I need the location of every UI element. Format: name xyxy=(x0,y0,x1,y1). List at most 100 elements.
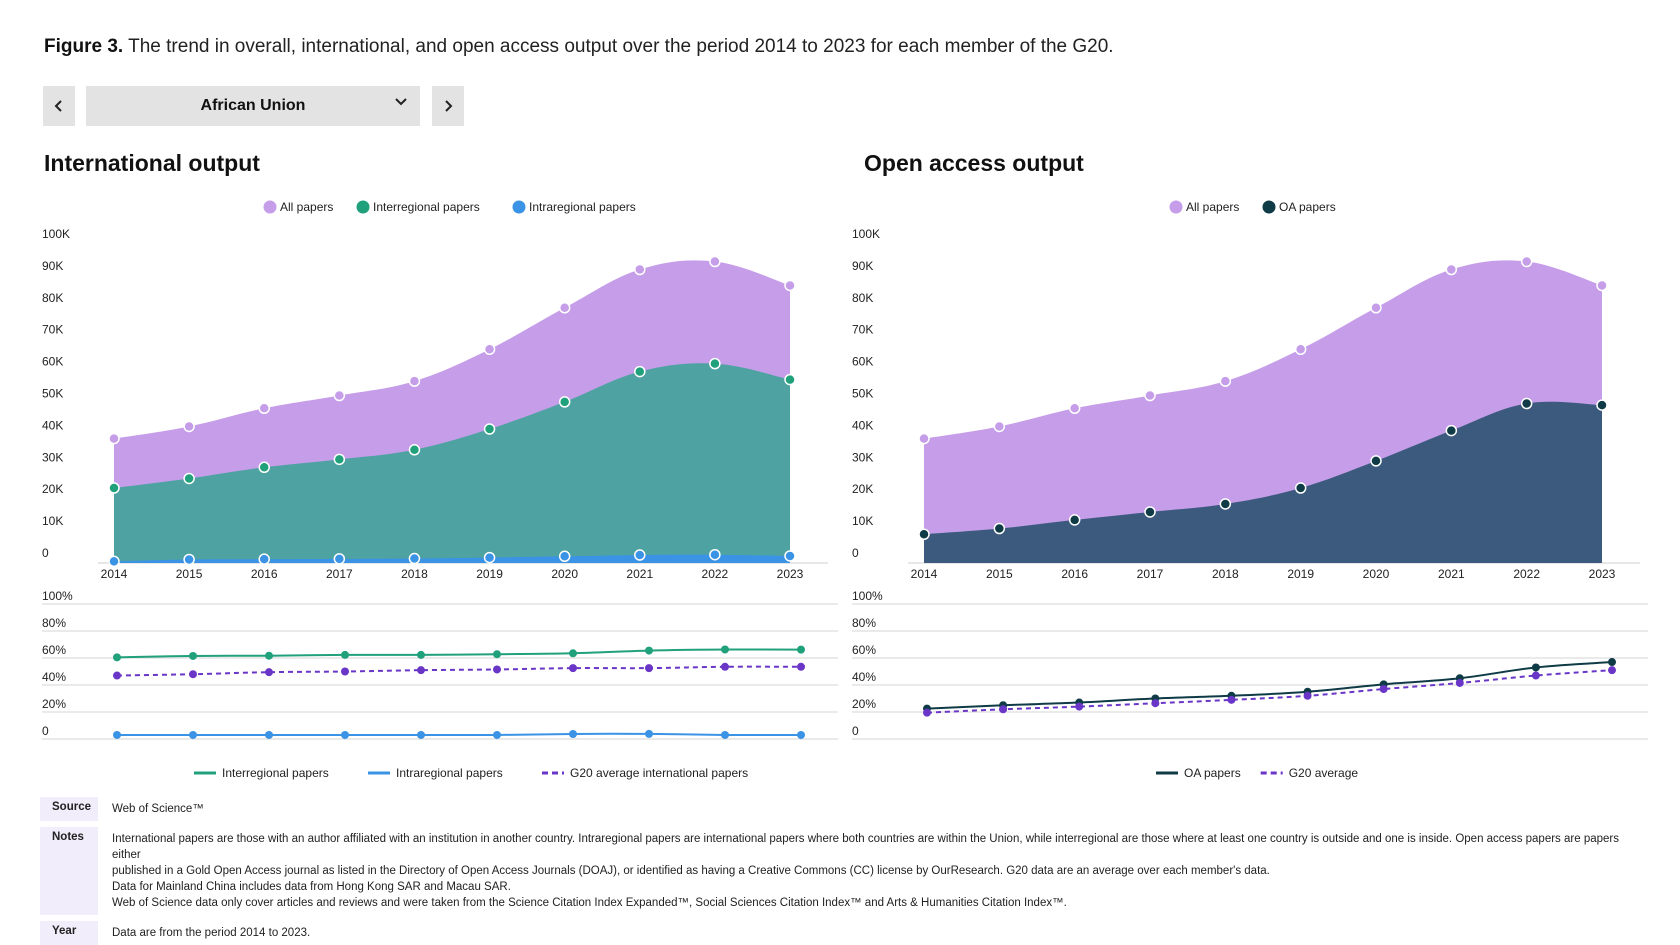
previous-member-button[interactable] xyxy=(43,86,75,126)
oa-share-ytick-label: 100% xyxy=(852,589,883,603)
intl-share-ytick-label: 0 xyxy=(42,724,49,738)
oa-area-xtick-label: 2017 xyxy=(1137,567,1164,581)
oa-area-point xyxy=(1144,389,1156,402)
intl-area-point xyxy=(709,357,721,370)
oa-area-point xyxy=(1596,279,1608,292)
intl-area-ytick-label: 90K xyxy=(42,259,63,273)
intl-share-ytick-label: 100% xyxy=(42,589,73,603)
intl-area-xtick-label: 2021 xyxy=(626,567,653,581)
oa-area-point xyxy=(1445,263,1458,276)
source-label: Source xyxy=(40,797,98,821)
intl-share-point xyxy=(721,645,729,654)
intl-share-point xyxy=(341,650,349,659)
figure-caption-text: The trend in overall, international, and… xyxy=(128,36,1114,57)
oa-area-legend-0-label: All papers xyxy=(1186,200,1239,214)
oa-area-ytick-label: 80K xyxy=(852,291,873,305)
intl-share-point xyxy=(113,730,121,739)
intl-share-point xyxy=(797,662,805,671)
oa-area-area-1 xyxy=(924,401,1602,563)
intl-area-ytick-label: 100K xyxy=(42,227,70,241)
intl-share-point xyxy=(265,730,273,739)
intl-share-ytick-label: 20% xyxy=(42,697,66,711)
open-access-output-title: Open access output xyxy=(864,150,1084,176)
oa-area-point xyxy=(1294,343,1307,356)
intl-share-point xyxy=(569,649,577,658)
oa-area-point xyxy=(1219,375,1232,387)
intl-share-line-0 xyxy=(116,648,802,659)
intl-area-legend-0-label: All papers xyxy=(280,200,333,214)
intl-area-point xyxy=(634,549,646,561)
oa-area-xtick-label: 2022 xyxy=(1513,567,1540,581)
member-select-dropdown[interactable]: African Union xyxy=(86,86,420,126)
intl-area-point xyxy=(784,279,796,292)
intl-area-point xyxy=(784,550,796,562)
intl-area-point xyxy=(558,396,571,408)
source-text: Web of Science™ xyxy=(112,803,204,815)
oa-share-point xyxy=(1531,663,1540,672)
intl-area-point xyxy=(634,263,646,276)
intl-area-point xyxy=(333,553,346,565)
intl-area-ytick-label: 50K xyxy=(42,387,63,401)
intl-share-point xyxy=(189,730,197,739)
intl-share-point xyxy=(493,730,501,739)
intl-share-legend-0-label: Interregional papers xyxy=(222,766,329,780)
intl-share-ytick-label: 40% xyxy=(42,670,66,684)
intl-area-xtick-label: 2015 xyxy=(176,567,203,581)
notes-label: Notes xyxy=(40,827,98,915)
oa-area-point xyxy=(1219,498,1232,510)
oa-area-xtick-label: 2015 xyxy=(986,567,1013,581)
oa-area-ytick-label: 40K xyxy=(852,418,873,432)
intl-area-point xyxy=(709,548,721,561)
oa-share-ytick-label: 60% xyxy=(852,643,876,657)
intl-share-point xyxy=(797,645,805,654)
oa-area-xtick-label: 2016 xyxy=(1061,567,1088,581)
notes-row: Notes International papers are those wit… xyxy=(40,827,1650,915)
intl-share-point xyxy=(113,671,121,680)
intl-area-legend-2-label: Intraregional papers xyxy=(529,200,636,214)
year-label: Year xyxy=(40,921,98,945)
intl-area-ytick-label: 30K xyxy=(42,450,63,464)
charts-canvas: 0 10K 20K 30K 40K 50K 60K 70K 80K 90K 100K 2014 2015… xyxy=(42,200,1648,780)
intl-area-ytick-label: 20K xyxy=(42,482,63,496)
intl-share-point xyxy=(493,650,501,659)
oa-area-point xyxy=(918,432,930,445)
intl-area-xtick-label: 2014 xyxy=(101,567,128,581)
oa-area-xtick-label: 2021 xyxy=(1438,567,1465,581)
next-member-button[interactable] xyxy=(432,86,464,126)
intl-area-point xyxy=(108,482,120,494)
oa-share-point xyxy=(999,705,1008,714)
oa-share-point xyxy=(1608,658,1616,667)
oa-share-point xyxy=(1151,699,1160,708)
oa-area-ytick-label: 90K xyxy=(852,259,873,273)
intl-share-point xyxy=(417,666,425,675)
intl-share-point xyxy=(189,670,197,679)
source-row: Source Web of Science™ xyxy=(40,797,1650,821)
oa-area-ytick-label: 100K xyxy=(852,227,880,241)
oa-area-ytick-label: 30K xyxy=(852,450,873,464)
intl-area-point xyxy=(183,472,195,485)
intl-area-point xyxy=(333,453,346,466)
intl-area-legend-0-marker xyxy=(263,200,277,214)
oa-area-ytick-label: 60K xyxy=(852,355,873,369)
intl-share-ytick-label: 80% xyxy=(42,616,66,630)
oa-area-ytick-label: 10K xyxy=(852,514,873,528)
intl-area-point xyxy=(483,551,496,564)
chevron-right-icon xyxy=(445,100,453,112)
oa-share-legend-0-label: OA papers xyxy=(1184,766,1241,780)
oa-share-point xyxy=(1455,678,1464,687)
oa-area-xtick-label: 2014 xyxy=(911,567,938,581)
oa-share-ytick-label: 40% xyxy=(852,670,876,684)
intl-area-point xyxy=(258,402,270,415)
oa-area-point xyxy=(1520,397,1533,410)
intl-area-point xyxy=(408,375,421,387)
notes-text: International papers are those with an a… xyxy=(98,827,1650,915)
intl-share-point xyxy=(417,730,425,739)
chevron-down-icon xyxy=(394,94,408,111)
intl-share-point xyxy=(569,664,577,673)
intl-share-point xyxy=(189,651,197,660)
intl-area-xtick-label: 2017 xyxy=(326,567,353,581)
notes-line-3: Data for Mainland China includes data fr… xyxy=(112,881,511,893)
oa-area-point xyxy=(1370,455,1382,467)
intl-share-point xyxy=(569,730,577,739)
notes-line-2: published in a Gold Open Access journal … xyxy=(112,865,1270,877)
